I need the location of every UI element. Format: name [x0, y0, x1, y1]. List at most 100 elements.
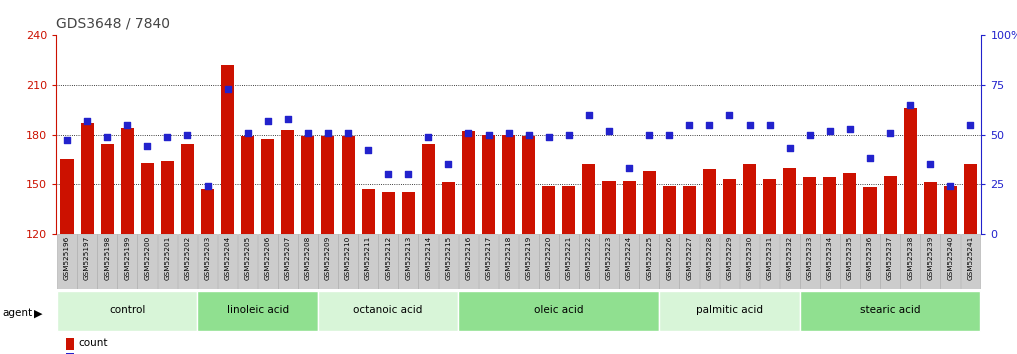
FancyBboxPatch shape: [158, 234, 177, 289]
Point: [280, 116, 296, 121]
FancyBboxPatch shape: [519, 234, 539, 289]
Point: [99, 134, 115, 139]
Text: GSM525238: GSM525238: [907, 235, 913, 280]
Text: GSM525198: GSM525198: [104, 235, 110, 280]
Point: [741, 122, 758, 127]
FancyBboxPatch shape: [98, 234, 117, 289]
FancyBboxPatch shape: [700, 234, 719, 289]
Bar: [282, 130, 294, 234]
Point: [340, 130, 356, 135]
Text: GSM525218: GSM525218: [505, 235, 512, 280]
Point: [420, 134, 436, 139]
Point: [319, 130, 336, 135]
Text: GSM525228: GSM525228: [707, 235, 712, 280]
Text: ▶: ▶: [34, 308, 42, 318]
Point: [119, 122, 135, 127]
Point: [440, 161, 457, 167]
FancyBboxPatch shape: [720, 234, 739, 289]
Text: GSM525233: GSM525233: [806, 235, 813, 280]
Text: GSM525221: GSM525221: [565, 235, 572, 280]
Bar: [101, 144, 114, 234]
Bar: [783, 167, 796, 234]
Bar: [221, 65, 234, 234]
Bar: [763, 179, 776, 234]
Bar: [723, 179, 736, 234]
FancyBboxPatch shape: [599, 234, 619, 289]
FancyBboxPatch shape: [659, 234, 679, 289]
FancyBboxPatch shape: [238, 234, 257, 289]
FancyBboxPatch shape: [479, 234, 498, 289]
Bar: [682, 186, 696, 234]
FancyBboxPatch shape: [498, 234, 519, 289]
Point: [220, 86, 236, 92]
FancyBboxPatch shape: [780, 234, 799, 289]
Point: [59, 138, 75, 143]
Bar: [884, 176, 897, 234]
FancyBboxPatch shape: [77, 234, 97, 289]
Text: GSM525217: GSM525217: [485, 235, 491, 280]
FancyBboxPatch shape: [579, 234, 599, 289]
Point: [179, 132, 195, 137]
Point: [842, 126, 858, 131]
FancyBboxPatch shape: [900, 234, 920, 289]
FancyBboxPatch shape: [559, 234, 579, 289]
FancyBboxPatch shape: [920, 234, 940, 289]
Bar: [562, 186, 576, 234]
FancyBboxPatch shape: [960, 234, 980, 289]
Text: GSM525226: GSM525226: [666, 235, 672, 280]
Bar: [161, 161, 174, 234]
Text: GSM525220: GSM525220: [546, 235, 552, 280]
Point: [641, 132, 657, 137]
Point: [721, 112, 737, 118]
Text: stearic acid: stearic acid: [859, 305, 920, 315]
Bar: [663, 186, 675, 234]
Point: [882, 130, 898, 135]
FancyBboxPatch shape: [298, 234, 317, 289]
Bar: [803, 177, 817, 234]
Text: GSM525204: GSM525204: [225, 235, 231, 280]
FancyBboxPatch shape: [278, 234, 298, 289]
FancyBboxPatch shape: [619, 234, 639, 289]
Text: GSM525240: GSM525240: [947, 235, 953, 280]
Text: GSM525230: GSM525230: [746, 235, 753, 280]
Point: [681, 122, 698, 127]
Text: GSM525208: GSM525208: [305, 235, 311, 280]
Bar: [422, 144, 435, 234]
Point: [160, 134, 176, 139]
Text: GSM525223: GSM525223: [606, 235, 612, 280]
Point: [962, 122, 978, 127]
Bar: [66, 353, 74, 354]
FancyBboxPatch shape: [137, 234, 157, 289]
FancyBboxPatch shape: [840, 234, 859, 289]
FancyBboxPatch shape: [438, 234, 459, 289]
Bar: [441, 182, 455, 234]
Text: GSM525225: GSM525225: [646, 235, 652, 280]
Bar: [301, 136, 314, 234]
FancyBboxPatch shape: [800, 234, 820, 289]
FancyBboxPatch shape: [358, 234, 378, 289]
Text: GSM525237: GSM525237: [887, 235, 893, 280]
Point: [781, 145, 797, 151]
Text: GSM525200: GSM525200: [144, 235, 151, 280]
Bar: [542, 186, 555, 234]
FancyBboxPatch shape: [57, 291, 197, 331]
FancyBboxPatch shape: [339, 234, 358, 289]
Text: GSM525222: GSM525222: [586, 235, 592, 280]
Bar: [241, 136, 254, 234]
Bar: [60, 159, 73, 234]
Point: [139, 144, 156, 149]
Point: [621, 165, 638, 171]
Bar: [904, 108, 916, 234]
FancyBboxPatch shape: [197, 234, 218, 289]
Point: [661, 132, 677, 137]
FancyBboxPatch shape: [57, 234, 77, 289]
Point: [199, 183, 216, 189]
Bar: [522, 136, 535, 234]
Bar: [261, 139, 275, 234]
Text: octanoic acid: octanoic acid: [354, 305, 423, 315]
Bar: [181, 144, 194, 234]
Point: [601, 128, 617, 133]
FancyBboxPatch shape: [760, 234, 779, 289]
FancyBboxPatch shape: [860, 234, 880, 289]
FancyBboxPatch shape: [539, 234, 558, 289]
